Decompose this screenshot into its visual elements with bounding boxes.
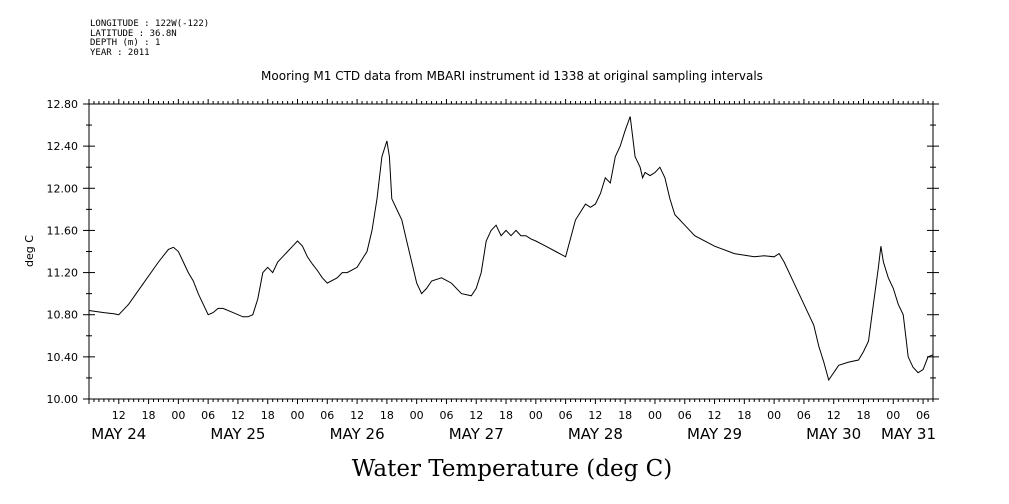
x-hour-label: 12 (350, 409, 364, 422)
x-hour-label: 18 (618, 409, 632, 422)
x-date-label: MAY 28 (568, 425, 623, 443)
y-tick-label: 10.80 (47, 309, 79, 322)
x-hour-label: 12 (231, 409, 245, 422)
x-hour-label: 18 (380, 409, 394, 422)
x-hour-label: 00 (529, 409, 543, 422)
x-axis: 12 18 00 06 12 18 00 06 12 18 00 06 12 18 00 06 12 18 00 06… (89, 99, 936, 443)
x-hour-label: 12 (827, 409, 841, 422)
x-hour-label: 00 (291, 409, 305, 422)
y-tick-label: 12.80 (47, 98, 79, 111)
y-axis-label: deg C (23, 235, 36, 267)
x-hour-label: 06 (320, 409, 334, 422)
x-hour-label: 12 (708, 409, 722, 422)
x-hour-label: 12 (112, 409, 126, 422)
x-date-label: MAY 25 (210, 425, 265, 443)
temperature-chart: Mooring M1 CTD data from MBARI instrumen… (0, 0, 1009, 504)
x-hour-label: 12 (469, 409, 483, 422)
plot-frame (89, 104, 933, 399)
x-hour-label: 18 (142, 409, 156, 422)
x-hour-label: 00 (410, 409, 424, 422)
x-hour-label: 12 (588, 409, 602, 422)
x-date-label: MAY 31 (881, 425, 936, 443)
y-tick-label: 10.40 (47, 351, 79, 364)
y-tick-label: 11.20 (47, 267, 79, 280)
x-date-label: MAY 30 (806, 425, 861, 443)
x-hour-label: 06 (439, 409, 453, 422)
x-hour-label: 06 (559, 409, 573, 422)
x-hour-label: 00 (648, 409, 662, 422)
x-hour-label: 18 (856, 409, 870, 422)
x-hour-label: 00 (767, 409, 781, 422)
x-hour-label: 06 (916, 409, 930, 422)
x-date-label: MAY 26 (330, 425, 385, 443)
x-hour-label: 18 (499, 409, 513, 422)
y-tick-label: 12.00 (47, 182, 79, 195)
x-date-label: MAY 24 (91, 425, 146, 443)
x-hour-label: 18 (737, 409, 751, 422)
x-hour-label: 06 (797, 409, 811, 422)
x-date-label: MAY 29 (687, 425, 742, 443)
x-hour-label: 00 (886, 409, 900, 422)
water-temperature-line (89, 117, 933, 380)
y-axis: 10.00 10.40 10.80 11.20 11.60 12.00 12.40 12.80 (47, 98, 940, 406)
x-hour-label: 06 (678, 409, 692, 422)
y-tick-label: 10.00 (47, 393, 79, 406)
y-tick-label: 12.40 (47, 140, 79, 153)
y-tick-label: 11.60 (47, 224, 79, 237)
x-date-label: MAY 27 (449, 425, 504, 443)
x-axis-label: Water Temperature (deg C) (352, 456, 672, 482)
x-hour-label: 06 (201, 409, 215, 422)
x-hour-label: 18 (261, 409, 275, 422)
chart-title: Mooring M1 CTD data from MBARI instrumen… (261, 69, 763, 83)
x-hour-label: 00 (171, 409, 185, 422)
